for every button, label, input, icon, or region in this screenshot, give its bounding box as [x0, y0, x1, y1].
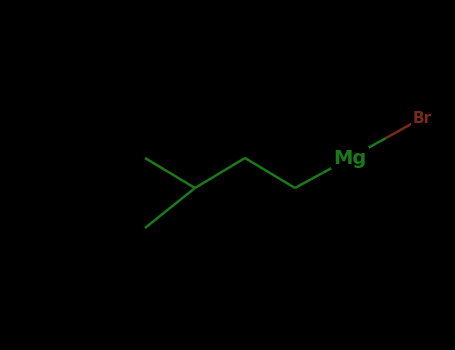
Text: Br: Br [412, 111, 431, 126]
Text: Mg: Mg [334, 148, 367, 168]
